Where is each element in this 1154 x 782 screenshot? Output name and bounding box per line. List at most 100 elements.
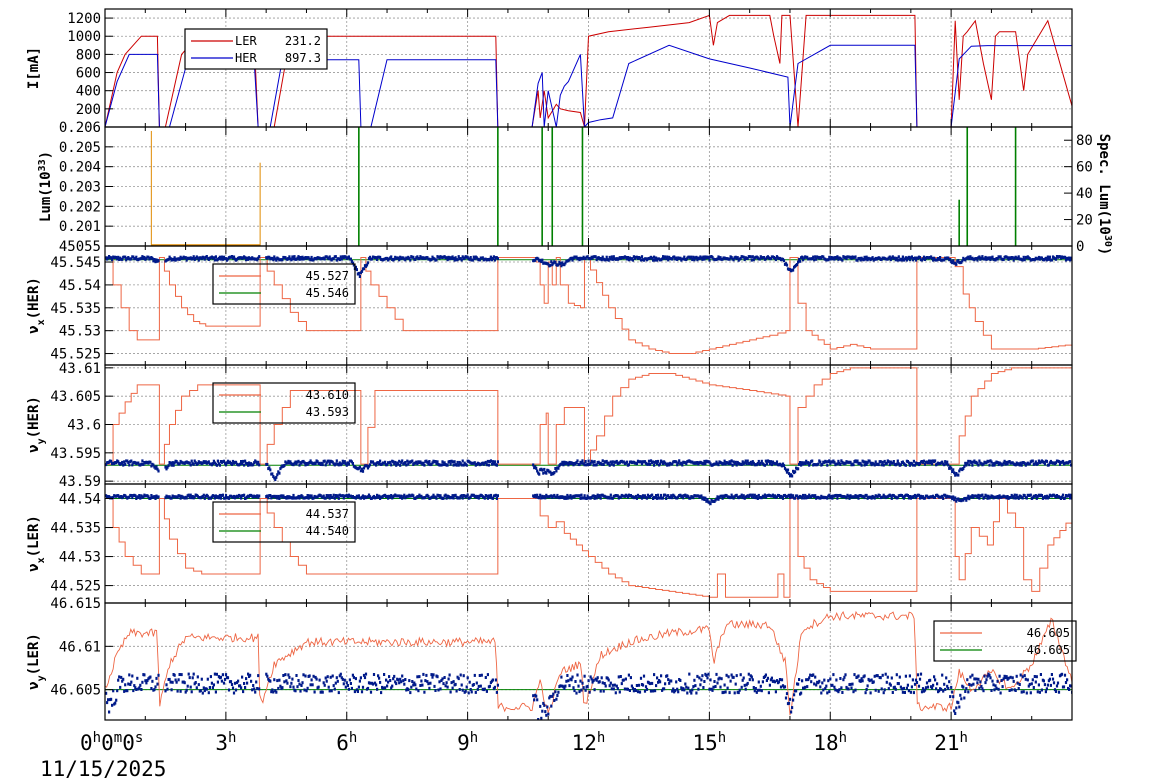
measured-point (151, 256, 154, 260)
measured-point (840, 459, 843, 463)
measured-point (395, 463, 398, 467)
measured-point (156, 467, 159, 471)
measured-point (585, 497, 588, 500)
measured-point (117, 255, 120, 259)
measured-point (756, 688, 759, 692)
measured-point (326, 675, 329, 679)
measured-point (387, 496, 390, 500)
setpoint-line (105, 256, 1072, 355)
measured-point (977, 677, 980, 681)
measured-point (635, 684, 638, 687)
measured-point (416, 255, 419, 259)
measured-point (207, 691, 210, 695)
measured-point (866, 461, 869, 465)
measured-point (611, 257, 614, 261)
measured-point (389, 495, 392, 499)
measured-point (809, 673, 812, 677)
measured-point (431, 461, 434, 465)
measured-point (877, 689, 880, 693)
measured-point (457, 463, 460, 467)
measured-point (999, 691, 1002, 695)
measured-point (632, 255, 635, 259)
measured-point (491, 460, 494, 464)
measured-point (564, 684, 567, 688)
measured-point (145, 257, 148, 261)
measured-point (1021, 258, 1024, 262)
measured-point (450, 496, 453, 500)
measured-point (177, 678, 180, 682)
measured-point (951, 690, 954, 694)
measured-point (1069, 460, 1072, 464)
legend-value: 43.593 (306, 405, 349, 419)
x-tick-label-unit: h (960, 730, 968, 746)
legend-name: LER (235, 34, 257, 48)
measured-point (832, 673, 835, 677)
measured-point (978, 496, 981, 500)
measured-point (668, 463, 671, 467)
measured-point (386, 256, 389, 260)
measured-point (815, 683, 818, 687)
measured-point (386, 463, 389, 467)
measured-point (891, 691, 894, 694)
measured-point (945, 462, 948, 466)
measured-point (1058, 462, 1062, 466)
measured-point (954, 496, 957, 500)
measured-point (631, 686, 634, 690)
measured-point (732, 258, 735, 262)
measured-point (739, 673, 742, 677)
measured-point (175, 460, 178, 463)
measured-point (442, 682, 445, 686)
measured-point (378, 676, 381, 680)
measured-point (798, 462, 801, 466)
measured-point (912, 459, 915, 463)
measured-point (560, 675, 563, 679)
measured-point (287, 673, 290, 677)
measured-point (944, 493, 947, 497)
x-tick-label-unit: h (470, 730, 478, 746)
measured-point (323, 683, 326, 687)
measured-point (679, 256, 682, 260)
measured-point (717, 497, 720, 501)
measured-point (929, 461, 932, 465)
measured-point (755, 690, 758, 694)
measured-point (275, 475, 278, 479)
measured-point (411, 459, 414, 463)
measured-point (532, 694, 535, 698)
measured-point (605, 459, 608, 463)
measured-point (616, 494, 619, 498)
measured-point (570, 678, 573, 682)
measured-point (897, 682, 900, 686)
y-tick-label: 1200 (67, 11, 101, 27)
measured-point (401, 674, 404, 678)
measured-point (608, 255, 611, 259)
measured-point (429, 681, 432, 685)
measured-point (427, 682, 430, 686)
measured-point (270, 690, 273, 694)
measured-point (257, 460, 260, 464)
measured-point (951, 497, 954, 501)
measured-point (957, 473, 960, 477)
measured-point (989, 258, 992, 261)
measured-point (1068, 493, 1071, 497)
measured-point (607, 258, 610, 262)
measured-point (595, 463, 598, 467)
measured-point (549, 694, 552, 698)
measured-point (709, 678, 712, 682)
measured-point (856, 258, 859, 262)
measured-point (670, 679, 673, 683)
measured-point (840, 686, 843, 690)
measured-point (967, 690, 970, 694)
measured-point (649, 689, 653, 693)
measured-point (610, 462, 613, 466)
measured-point (275, 690, 278, 694)
measured-point (445, 496, 448, 500)
measured-point (976, 495, 979, 499)
measured-point (299, 689, 302, 693)
measured-point (953, 498, 956, 502)
measured-point (829, 257, 832, 261)
measured-point (538, 496, 541, 500)
measured-point (247, 463, 250, 467)
measured-point (584, 688, 587, 692)
measured-point (300, 461, 303, 465)
measured-point (797, 467, 800, 471)
